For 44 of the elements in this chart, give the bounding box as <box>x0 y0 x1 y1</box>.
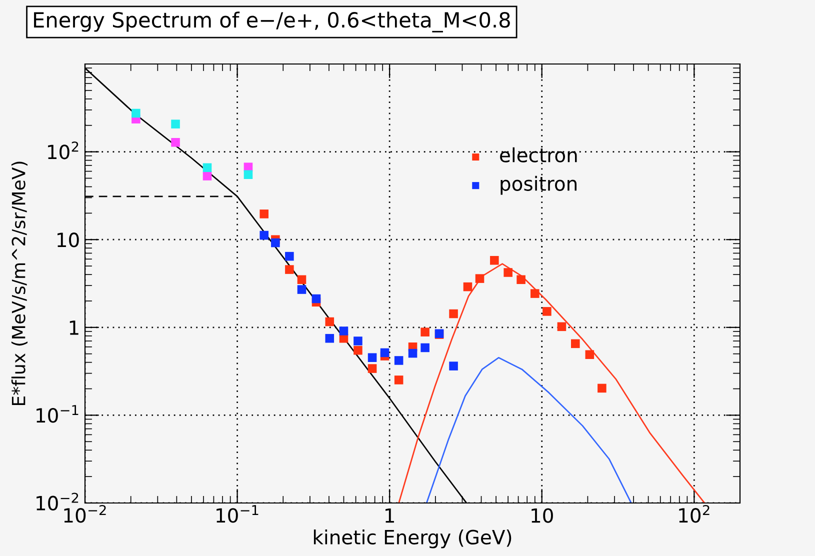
point <box>557 322 566 332</box>
point <box>570 339 580 348</box>
x-tick-label: 10 <box>532 508 553 523</box>
point <box>368 353 377 362</box>
chart-title: Energy Spectrum of e−/e+, 0.6<theta_M<0.8 <box>34 12 510 32</box>
x-tick-label: 10$^{−1}$ <box>216 505 258 523</box>
point <box>325 317 334 326</box>
point <box>354 346 362 355</box>
y-axis-title: E*flux (MeV/s/m^2/sr/MeV) <box>11 162 28 406</box>
legend-label: positron <box>500 176 576 195</box>
point <box>420 343 430 352</box>
point <box>449 309 458 318</box>
point <box>394 376 404 384</box>
point <box>585 350 594 359</box>
y-tick-label: 10 <box>58 232 79 248</box>
point <box>490 256 499 265</box>
x-tick-label: 10$^{2}$ <box>679 504 710 523</box>
point <box>297 285 306 294</box>
y-tick-label: 10$^{2}$ <box>48 141 78 160</box>
point <box>380 348 390 358</box>
point <box>530 289 540 298</box>
point <box>339 326 348 336</box>
point <box>271 238 280 248</box>
point <box>504 268 512 277</box>
point <box>312 294 321 304</box>
point <box>325 334 334 343</box>
point <box>475 274 484 283</box>
y-tick-label: 1 <box>70 320 78 335</box>
point <box>354 336 362 346</box>
point <box>463 282 472 292</box>
point <box>285 265 294 274</box>
point <box>394 356 404 365</box>
point <box>368 364 377 373</box>
point <box>408 348 418 358</box>
x-axis-title: kinetic Energy (GeV) <box>314 529 512 548</box>
legend-label: electron <box>500 147 577 162</box>
point <box>285 252 294 261</box>
y-tick-label: 10$^{−1}$ <box>36 405 78 423</box>
point <box>598 384 606 393</box>
point <box>420 328 430 336</box>
point <box>449 362 458 370</box>
point <box>516 275 526 284</box>
x-tick-label: 1 <box>386 508 394 523</box>
point <box>297 275 306 284</box>
